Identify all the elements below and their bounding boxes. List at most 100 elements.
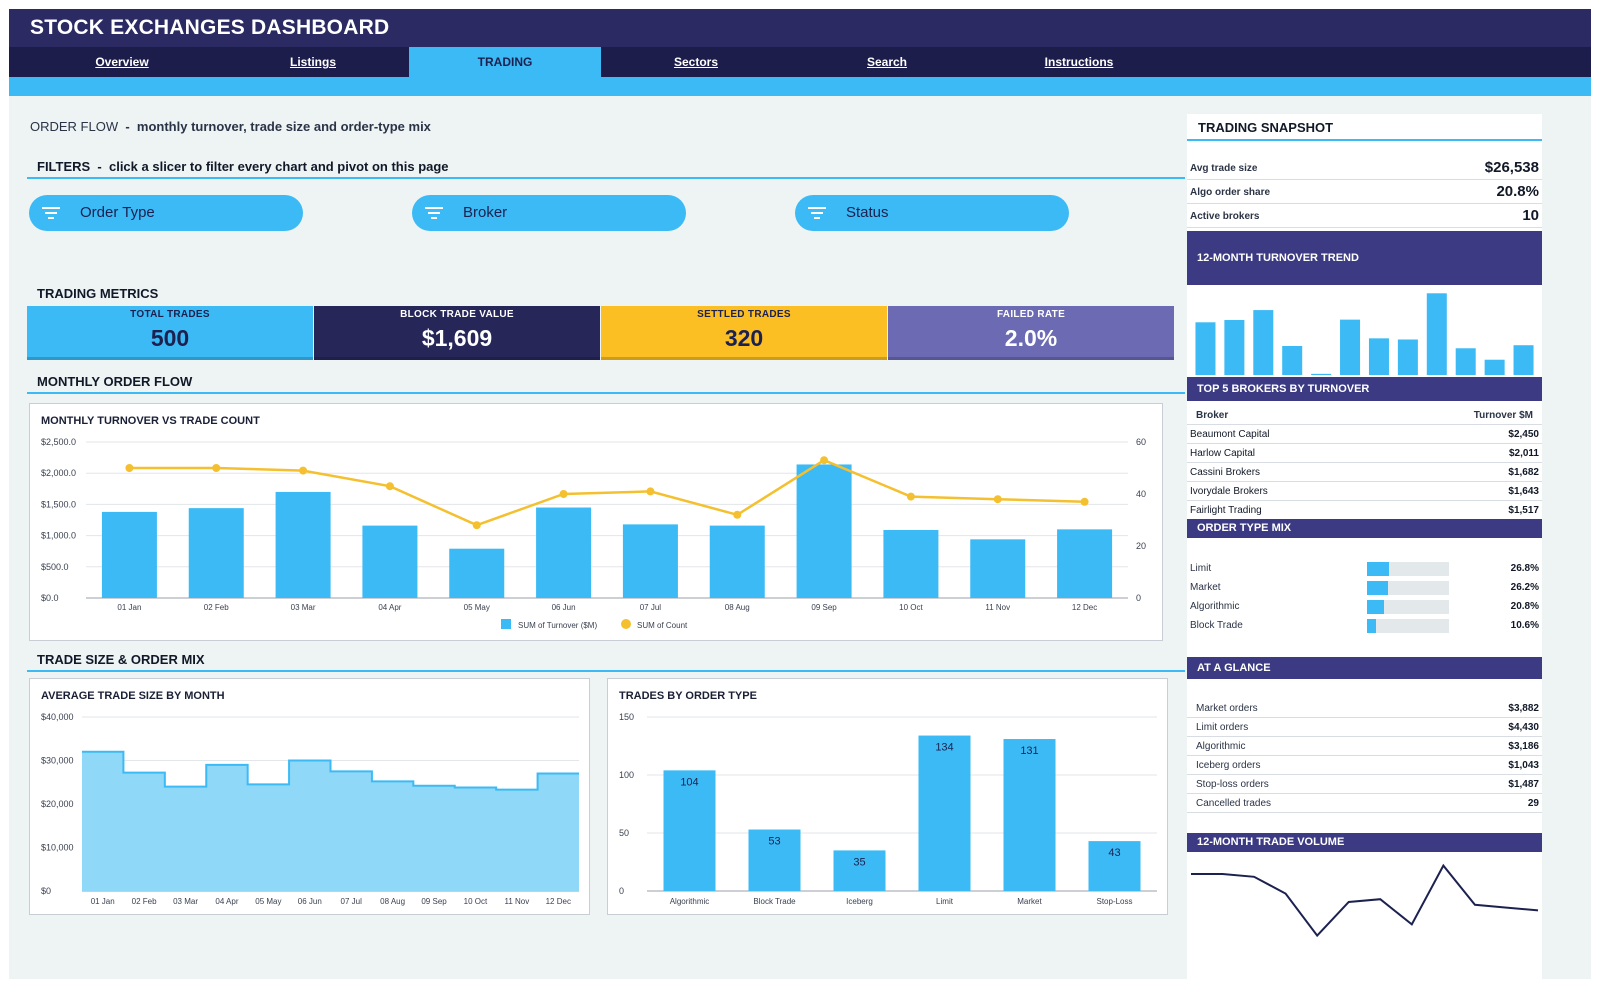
turnover-trend-bar — [1311, 373, 1332, 375]
legend-swatch-turnover — [501, 619, 511, 629]
glance-row: Algorithmic $3,186 — [1187, 737, 1542, 756]
filter-icon — [42, 207, 60, 219]
snapshot-value: $26,538 — [1484, 159, 1539, 176]
y-tick-label: 0 — [619, 886, 624, 896]
x-tick-label: Algorithmic — [670, 897, 710, 906]
x-tick-label: Market — [1017, 897, 1042, 906]
order-type-bar — [833, 850, 886, 891]
y-tick-label: $0 — [41, 886, 51, 896]
trade-count-point — [472, 521, 481, 530]
snapshot-row: Active brokers 10 — [1187, 204, 1542, 228]
order-mix-band: ORDER TYPE MIX — [1187, 519, 1542, 538]
broker-row: Fairlight Trading $1,517 — [1187, 501, 1542, 520]
order-type-panel: TRADES BY ORDER TYPE 0 50 100 150 104 Algorit… — [607, 678, 1168, 915]
tab-overview[interactable]: Overview — [95, 55, 149, 69]
x-tick-label: 11 Nov — [985, 603, 1010, 612]
order-type-bar — [918, 735, 971, 891]
x-tick-label: Limit — [936, 897, 954, 906]
turnover-trend-band: 12-MONTH TURNOVER TREND — [1187, 231, 1542, 285]
avg-trade-size-line — [82, 750, 579, 791]
order-mix-bar — [1367, 600, 1385, 614]
glance-label: Market orders — [1196, 703, 1258, 714]
x-tick-label: 07 Jul — [341, 897, 363, 906]
turnover-trend-bar — [1224, 320, 1245, 375]
order-mix-row: Block Trade 10.6% — [1187, 617, 1542, 636]
kpi-block-trade-value: BLOCK TRADE VALUE $1,609 — [314, 306, 600, 360]
glance-row: Cancelled trades 29 — [1187, 794, 1542, 813]
top-brokers-title: TOP 5 BROKERS BY TURNOVER — [1197, 383, 1370, 395]
kpi-label: TOTAL TRADES — [130, 309, 210, 320]
turnover-trend-bar — [1340, 319, 1361, 375]
kpi-label: SETTLED TRADES — [697, 309, 791, 320]
turnover-bar — [970, 539, 1026, 598]
avg-trade-size-chart: $0 $10,000 $20,000 $30,000 $40,000 01 Jan 02 F… — [41, 712, 579, 906]
page-title: ORDER FLOW - monthly turnover, trade siz… — [30, 119, 431, 134]
order-mix-bar — [1367, 619, 1376, 633]
y-tick-label: $1,500.0 — [41, 499, 76, 509]
brokers-header-row: Broker Turnover $M — [1187, 406, 1542, 425]
tab-listings[interactable]: Listings — [289, 55, 336, 69]
broker-name: Harlow Capital — [1190, 448, 1256, 459]
turnover-bar — [449, 548, 505, 598]
turnover-trend-bar — [1455, 348, 1476, 375]
x-tick-label: 12 Dec — [546, 897, 571, 906]
order-type-bar — [1088, 841, 1141, 891]
turnover-chart-panel: MONTHLY TURNOVER VS TRADE COUNT $0.0 $500… — [29, 403, 1163, 641]
bar-data-label: 43 — [1108, 847, 1120, 859]
broker-name: Beaumont Capital — [1190, 429, 1270, 440]
snapshot-label: Active brokers — [1190, 211, 1260, 222]
tab-instructions[interactable]: Instructions — [1044, 55, 1114, 69]
glance-value: $4,430 — [1508, 722, 1539, 733]
tab-trading[interactable]: TRADING — [409, 47, 601, 77]
metrics-heading: TRADING METRICS — [37, 286, 159, 301]
x-tick-label: 09 Sep — [811, 603, 837, 612]
order-mix-row: Market 26.2% — [1187, 579, 1542, 598]
snapshot-label: Avg trade size — [1190, 163, 1258, 174]
filter-icon — [425, 207, 443, 219]
status-slicer-label: Status — [846, 204, 889, 221]
y-tick-label: $30,000 — [41, 756, 74, 766]
order-mix-value: 26.2% — [1510, 582, 1539, 593]
y-tick-label: $0.0 — [41, 593, 59, 603]
glance-row: Iceberg orders $1,043 — [1187, 756, 1542, 775]
order-mix-bar — [1367, 562, 1389, 576]
top-brokers-band: TOP 5 BROKERS BY TURNOVER — [1187, 377, 1542, 401]
tradesize-rule — [27, 670, 1185, 672]
bar-data-label: 131 — [1020, 745, 1038, 757]
trade-count-point — [212, 464, 221, 472]
order-mix-track — [1367, 581, 1449, 595]
page-title-suffix: - monthly turnover, trade size and order… — [118, 119, 431, 134]
broker-slicer[interactable]: Broker — [412, 195, 686, 231]
brokers-header-value: Turnover $M — [1473, 410, 1533, 421]
x-tick-label: 04 Apr — [378, 603, 401, 612]
order-type-slicer[interactable]: Order Type — [29, 195, 303, 231]
glance-value: 29 — [1527, 798, 1539, 809]
kpi-value: 320 — [724, 325, 764, 351]
tab-sectors[interactable]: Sectors — [673, 55, 719, 69]
order-mix-value: 26.8% — [1510, 563, 1539, 574]
status-slicer[interactable]: Status — [795, 195, 1069, 231]
turnover-bar — [883, 529, 939, 598]
broker-name: Fairlight Trading — [1190, 505, 1262, 516]
order-mix-row: Limit 26.8% — [1187, 560, 1542, 579]
tab-bar: Overview Listings TRADING Sectors Search… — [9, 47, 1591, 77]
y-tick-label: 50 — [619, 828, 629, 838]
x-tick-label: Block Trade — [753, 897, 796, 906]
x-tick-label: 09 Sep — [421, 897, 447, 906]
order-mix-label: Algorithmic — [1190, 601, 1240, 612]
turnover-bar — [1057, 529, 1113, 598]
trade-count-point — [646, 487, 655, 496]
turnover-trend-chart — [1195, 293, 1534, 375]
tab-search[interactable]: Search — [866, 55, 908, 69]
glance-label: Limit orders — [1196, 722, 1249, 733]
x-tick-label: 06 Jun — [552, 603, 576, 612]
snapshot-row: Avg trade size $26,538 — [1187, 156, 1542, 180]
order-mix-track — [1367, 600, 1449, 614]
kpi-value: $1,609 — [421, 325, 493, 351]
x-tick-label: 04 Apr — [215, 897, 238, 906]
avg-trade-size-panel: AVERAGE TRADE SIZE BY MONTH $0 $10,000 $20… — [29, 678, 590, 915]
trade-count-point — [820, 456, 829, 465]
turnover-trend-bar — [1397, 339, 1418, 375]
order-mix-label: Market — [1190, 582, 1221, 593]
glance-label: Algorithmic — [1196, 741, 1246, 752]
